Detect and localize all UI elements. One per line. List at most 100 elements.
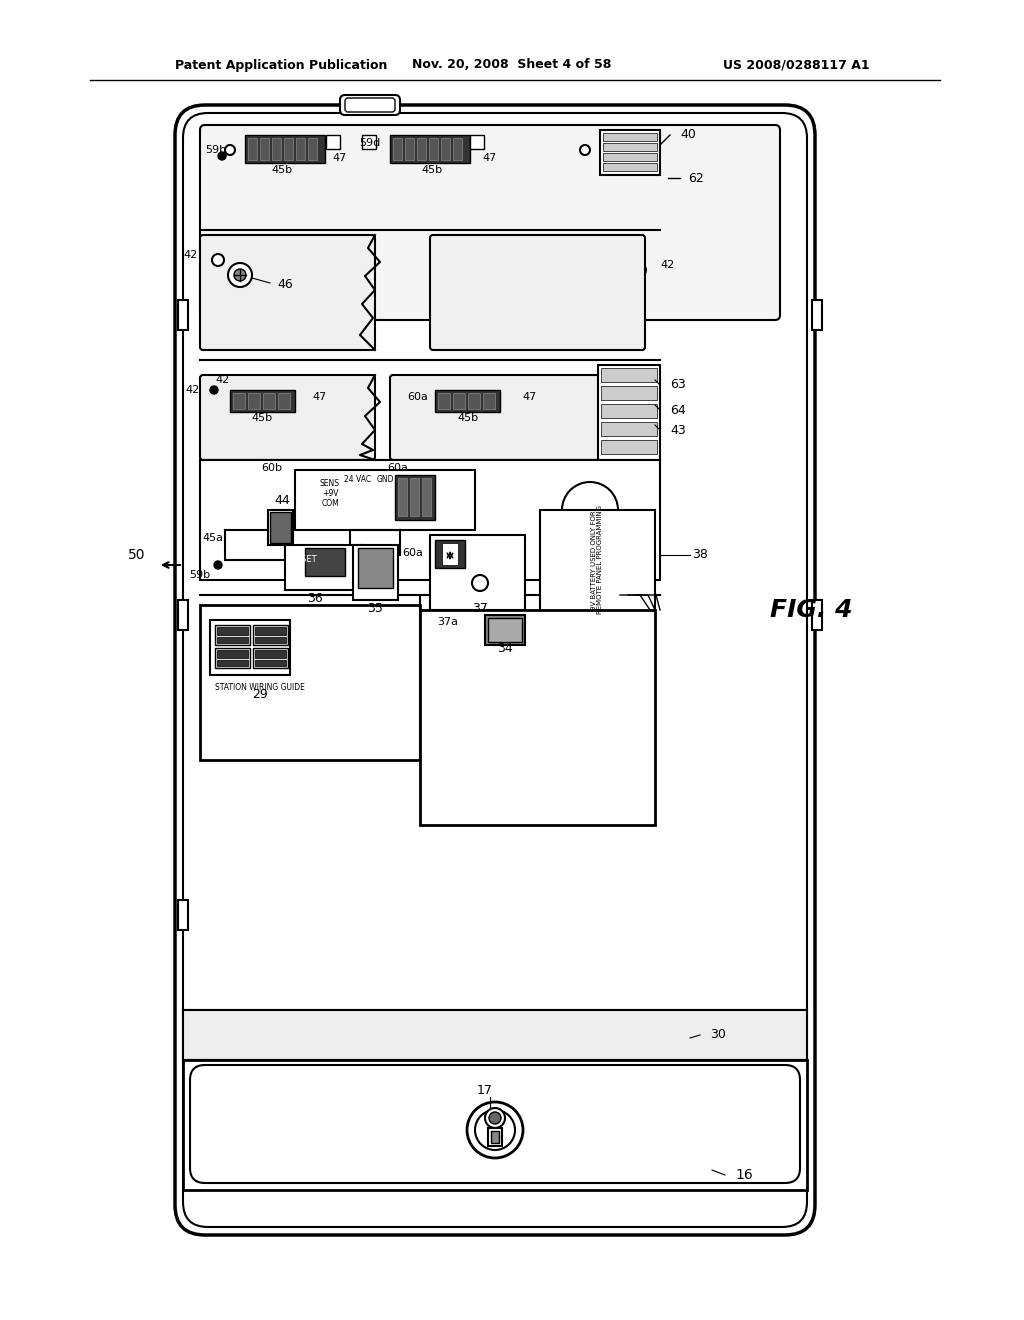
Bar [470, 135, 484, 149]
Bar [326, 135, 340, 149]
Bar [308, 139, 317, 160]
Text: 45b: 45b [252, 413, 272, 422]
Circle shape [475, 1110, 515, 1150]
Circle shape [562, 482, 618, 539]
FancyBboxPatch shape [175, 106, 815, 1236]
Text: 42: 42 [216, 375, 230, 385]
Bar [601, 368, 657, 381]
Text: 60b: 60b [261, 463, 283, 473]
Bar [200, 605, 420, 760]
Bar [812, 601, 822, 630]
Text: 45b: 45b [458, 413, 478, 422]
Bar [429, 139, 438, 160]
Text: 47: 47 [313, 392, 327, 403]
Bar [263, 393, 275, 409]
Text: 37: 37 [472, 602, 488, 615]
Bar [225, 531, 285, 560]
Circle shape [234, 269, 246, 281]
Bar [210, 620, 290, 675]
Bar [390, 135, 470, 162]
Bar [603, 153, 657, 161]
Text: 16: 16 [735, 1168, 753, 1181]
Circle shape [212, 253, 224, 267]
Text: 42: 42 [660, 260, 674, 271]
Text: Patent Application Publication: Patent Application Publication [175, 58, 387, 71]
Bar [442, 543, 458, 565]
Bar [245, 135, 325, 162]
Circle shape [489, 1111, 501, 1125]
Bar [417, 139, 426, 160]
Bar [255, 627, 286, 635]
Text: 46: 46 [278, 279, 293, 292]
Bar [601, 385, 657, 400]
Circle shape [467, 1102, 523, 1158]
Bar [217, 660, 248, 667]
Bar [217, 627, 248, 635]
Circle shape [218, 152, 226, 160]
Bar [406, 139, 414, 160]
Bar [435, 540, 465, 568]
Bar [178, 300, 188, 330]
Bar [435, 389, 500, 412]
Bar [603, 133, 657, 141]
Circle shape [228, 263, 252, 286]
Bar [398, 478, 407, 516]
Text: 60a: 60a [408, 392, 428, 403]
Text: 42: 42 [185, 385, 200, 395]
Bar [178, 900, 188, 931]
Bar [233, 393, 245, 409]
Bar [483, 393, 495, 409]
Text: GND: GND [376, 475, 394, 484]
Bar [268, 510, 293, 545]
FancyBboxPatch shape [340, 95, 400, 115]
Text: STATION WIRING GUIDE: STATION WIRING GUIDE [215, 684, 305, 693]
Text: 34: 34 [497, 642, 513, 655]
Bar [420, 610, 655, 825]
Text: 29: 29 [252, 689, 268, 701]
FancyBboxPatch shape [183, 114, 807, 1228]
Text: SENS: SENS [319, 479, 340, 488]
Bar [272, 139, 281, 160]
Text: 47: 47 [523, 392, 538, 403]
Circle shape [485, 1107, 505, 1129]
Bar [453, 139, 462, 160]
Text: Nov. 20, 2008  Sheet 4 of 58: Nov. 20, 2008 Sheet 4 of 58 [413, 58, 611, 71]
Bar [200, 459, 660, 579]
Bar [362, 135, 376, 149]
Circle shape [580, 145, 590, 154]
Bar [601, 422, 657, 436]
Bar [296, 139, 305, 160]
Text: COM: COM [322, 499, 339, 508]
Text: 36: 36 [307, 591, 323, 605]
Text: 45b: 45b [422, 165, 442, 176]
Bar [488, 618, 522, 642]
Bar [488, 1129, 502, 1146]
Text: 30: 30 [710, 1028, 726, 1041]
Text: +9V: +9V [322, 490, 338, 499]
Bar [353, 545, 398, 601]
Bar [255, 638, 286, 643]
Bar [255, 660, 286, 667]
Bar [178, 601, 188, 630]
Bar [441, 139, 450, 160]
Text: RESET: RESET [290, 556, 316, 565]
Text: 59b: 59b [189, 570, 211, 579]
Text: 60a: 60a [387, 463, 409, 473]
Bar [358, 548, 393, 587]
Bar [260, 139, 269, 160]
Text: 43: 43 [670, 424, 686, 437]
Text: 63: 63 [670, 379, 686, 392]
FancyBboxPatch shape [430, 235, 645, 350]
Bar [305, 548, 345, 576]
Bar [183, 1060, 807, 1191]
Text: 17: 17 [477, 1084, 493, 1097]
Circle shape [210, 385, 218, 393]
Bar [183, 1010, 807, 1060]
Bar [603, 162, 657, 172]
Bar [248, 139, 257, 160]
Circle shape [472, 576, 488, 591]
Bar [393, 139, 402, 160]
Bar [270, 512, 291, 543]
Text: 38: 38 [692, 549, 708, 561]
Bar [453, 393, 465, 409]
